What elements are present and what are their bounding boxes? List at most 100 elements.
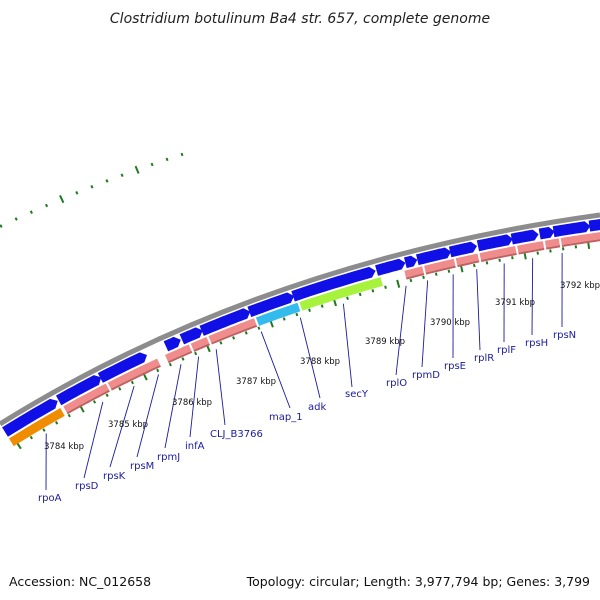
cds-arrow bbox=[56, 375, 102, 406]
kbp-label: 3790 kbp bbox=[430, 318, 470, 328]
leader-line bbox=[476, 269, 481, 351]
gene-segment-edge bbox=[211, 324, 258, 345]
kbp-label: 3788 kbp bbox=[300, 357, 340, 367]
label-leader-lines bbox=[45, 253, 563, 491]
leader-line bbox=[421, 280, 429, 368]
gene-label-rpsM: rpsM bbox=[130, 461, 154, 472]
outer-tick-ring bbox=[0, 152, 184, 228]
cds-arrow bbox=[247, 292, 295, 318]
inner-tick bbox=[320, 304, 324, 308]
gene-label-rpsH: rpsH bbox=[525, 338, 548, 349]
inner-tick bbox=[472, 263, 476, 268]
outer-tick bbox=[90, 184, 94, 189]
outer-tick bbox=[75, 191, 79, 195]
leader-line bbox=[83, 401, 104, 479]
leader-line bbox=[260, 331, 291, 409]
outer-tick bbox=[0, 224, 3, 228]
gene-segment-edge bbox=[110, 365, 161, 391]
gene-label-rplF: rplF bbox=[497, 345, 516, 356]
kbp-label: 3787 kbp bbox=[236, 377, 276, 387]
inner-tick bbox=[308, 308, 311, 313]
inner-tick bbox=[358, 292, 362, 297]
outer-tick bbox=[44, 203, 49, 208]
inner-tick bbox=[29, 435, 33, 440]
inner-tick bbox=[194, 351, 198, 356]
gene-segment-edge bbox=[561, 239, 600, 247]
inner-tick bbox=[485, 261, 489, 265]
gene-segment-edge bbox=[193, 343, 210, 352]
topology-summary: Topology: circular; Length: 3,977,794 bp… bbox=[246, 574, 590, 589]
inner-tick bbox=[295, 312, 299, 317]
gene-segment bbox=[107, 358, 161, 389]
gene-label-adk: adk bbox=[308, 402, 326, 413]
kbp-label: 3792 kbp bbox=[560, 281, 600, 291]
cds-arrow bbox=[476, 234, 513, 252]
gene-segment bbox=[455, 253, 479, 266]
gene-label-CLJ_B3766: CLJ_B3766 bbox=[210, 429, 263, 440]
gene-segment bbox=[63, 383, 109, 413]
outer-tick bbox=[14, 217, 18, 221]
cds-arrow bbox=[163, 336, 181, 352]
map-title: Clostridium botulinum Ba4 str. 657, comp… bbox=[110, 11, 490, 27]
cds-arrow bbox=[291, 266, 376, 302]
kbp-label: 3791 kbp bbox=[495, 298, 535, 308]
inner-tick bbox=[511, 256, 514, 260]
highlight-rpoA bbox=[9, 408, 65, 447]
cds-arrow bbox=[538, 226, 555, 240]
gene-label-rpsK: rpsK bbox=[103, 471, 126, 482]
gene-segment bbox=[165, 344, 192, 362]
gene-label-rpmJ: rpmJ bbox=[157, 452, 180, 463]
gene-segment bbox=[517, 241, 545, 253]
kbp-label: 3786 kbp bbox=[172, 398, 212, 408]
gene-segment-edge bbox=[457, 260, 480, 268]
inner-tick bbox=[371, 289, 375, 293]
gene-segment-edge bbox=[167, 350, 193, 364]
outer-tick bbox=[180, 152, 184, 157]
gene-label-rplO: rplO bbox=[386, 378, 407, 389]
gene-segment-edge bbox=[546, 245, 561, 250]
inner-tick bbox=[396, 279, 401, 288]
gene-label-rpoA: rpoA bbox=[38, 493, 62, 504]
inner-tick bbox=[257, 326, 261, 330]
inner-tick bbox=[92, 400, 97, 404]
cds-arrow bbox=[416, 247, 452, 266]
inner-tick bbox=[498, 258, 501, 262]
gene-segment bbox=[404, 266, 424, 278]
gene-label-rpsD: rpsD bbox=[75, 481, 99, 492]
cds-arrow bbox=[2, 398, 58, 437]
gene-segment bbox=[190, 337, 210, 351]
inner-tick bbox=[55, 420, 59, 425]
gene-label-rplR: rplR bbox=[474, 353, 494, 364]
cds-arrow bbox=[404, 255, 418, 269]
gene-label-rpmD: rpmD bbox=[412, 370, 440, 381]
gene-label-infA: infA bbox=[185, 441, 205, 452]
inner-tick bbox=[219, 341, 223, 345]
cds-arrow bbox=[97, 352, 147, 383]
leader-line bbox=[395, 285, 407, 376]
inner-tick bbox=[156, 368, 160, 373]
leader-line bbox=[342, 303, 353, 388]
outer-tick bbox=[105, 179, 109, 183]
outer-tick bbox=[120, 173, 124, 178]
gene-segment-edge bbox=[518, 247, 545, 255]
outer-tick bbox=[29, 210, 33, 214]
outer-tick bbox=[59, 195, 65, 204]
highlight-secY bbox=[299, 277, 383, 311]
inner-tick bbox=[181, 357, 185, 361]
cds-arrow bbox=[510, 229, 539, 245]
kbp-label: 3784 kbp bbox=[44, 442, 84, 452]
inner-tick bbox=[447, 269, 451, 273]
feature-track bbox=[2, 219, 600, 447]
inner-tick bbox=[346, 296, 349, 300]
inner-tick bbox=[105, 393, 109, 398]
highlight-map_1 bbox=[255, 302, 301, 326]
kbp-label: 3785 kbp bbox=[108, 420, 148, 430]
cds-arrow bbox=[199, 308, 251, 336]
inner-tick bbox=[244, 331, 248, 335]
inner-tick bbox=[434, 272, 438, 276]
outer-tick bbox=[165, 157, 169, 162]
cds-arrow bbox=[179, 327, 203, 345]
position-labels: 3784 kbp 3785 kbp 3786 kbp 3787 kbp 3788… bbox=[44, 281, 600, 452]
gene-label-map_1: map_1 bbox=[269, 412, 303, 423]
